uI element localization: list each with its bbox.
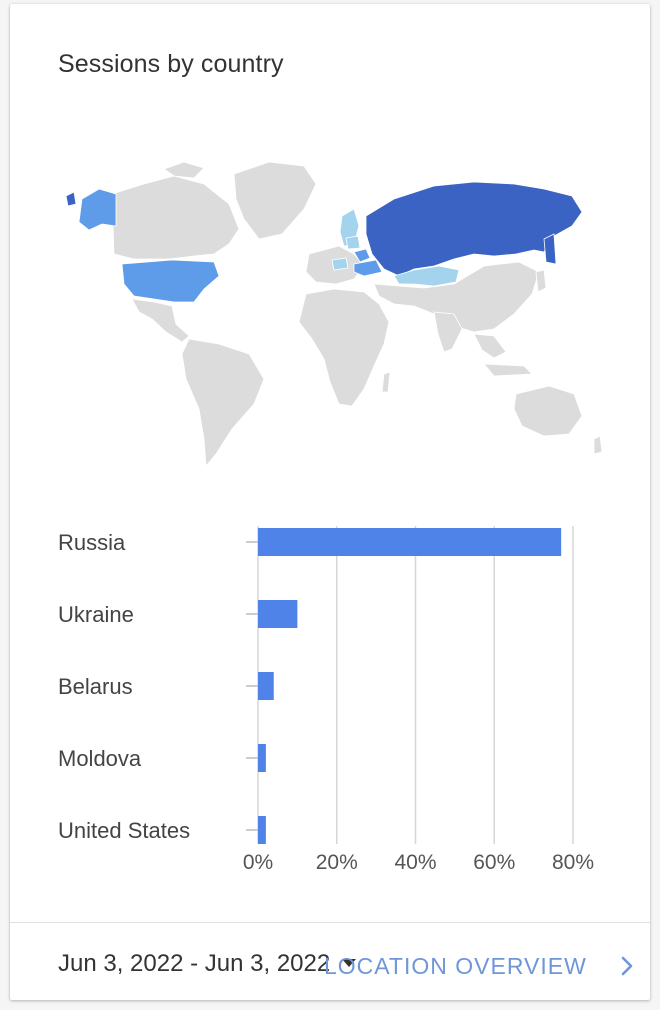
category-label: Russia <box>58 530 126 555</box>
map-country-mexico <box>131 298 190 343</box>
map-region-southeast-asia <box>473 333 507 359</box>
x-tick-label: 80% <box>552 851 594 874</box>
category-label: Ukraine <box>58 602 134 627</box>
date-range-selector[interactable]: Jun 3, 2022 - Jun 3, 2022 <box>58 950 357 978</box>
caret-down-icon <box>342 958 357 967</box>
card-footer: Jun 3, 2022 - Jun 3, 2022 LOCATION OVERV… <box>10 922 650 1001</box>
map-country-usa <box>121 259 220 303</box>
map-country-canada <box>111 175 240 260</box>
category-label: Belarus <box>58 674 133 699</box>
category-label: Moldova <box>58 746 142 771</box>
map-continent-asia <box>373 261 540 333</box>
map-country-kazakhstan <box>393 265 460 287</box>
map-continent-africa <box>298 288 390 407</box>
bar <box>258 600 298 628</box>
map-country-baltics <box>345 235 361 250</box>
map-country-australia <box>513 385 583 437</box>
bar <box>258 816 266 844</box>
x-tick-label: 40% <box>394 851 436 874</box>
map-country-alaska <box>78 188 117 231</box>
card-title: Sessions by country <box>58 50 284 78</box>
map-russia-kamchatka <box>543 233 557 265</box>
bar <box>258 744 266 772</box>
map-country-greenland <box>233 161 317 240</box>
category-label: United States <box>58 818 190 843</box>
bar <box>258 672 274 700</box>
map-country-japan <box>535 269 547 293</box>
x-tick-label: 0% <box>243 851 273 874</box>
map-country-poland <box>331 257 349 271</box>
world-map-countries <box>65 161 603 468</box>
date-range-label: Jun 3, 2022 - Jun 3, 2022 <box>58 950 331 977</box>
map-country-ukraine <box>353 259 383 277</box>
map-country-new-zealand <box>593 435 603 455</box>
map-country-madagascar <box>381 371 391 393</box>
world-map <box>65 161 603 468</box>
bar <box>258 528 562 556</box>
map-country-russia <box>365 181 583 277</box>
map-country-belarus <box>353 248 371 263</box>
chevron-right-icon[interactable] <box>616 955 638 977</box>
map-continent-south-america <box>181 338 265 468</box>
x-tick-label: 20% <box>316 851 358 874</box>
map-country-india <box>433 311 463 353</box>
x-tick-label: 60% <box>473 851 515 874</box>
location-overview-link[interactable]: LOCATION OVERVIEW <box>324 953 587 979</box>
sessions-by-country-card: Sessions by country <box>10 4 650 1000</box>
map-country-indonesia <box>483 363 533 377</box>
map-country-canada-islands <box>163 161 205 179</box>
map-alaska-tip <box>65 191 77 207</box>
